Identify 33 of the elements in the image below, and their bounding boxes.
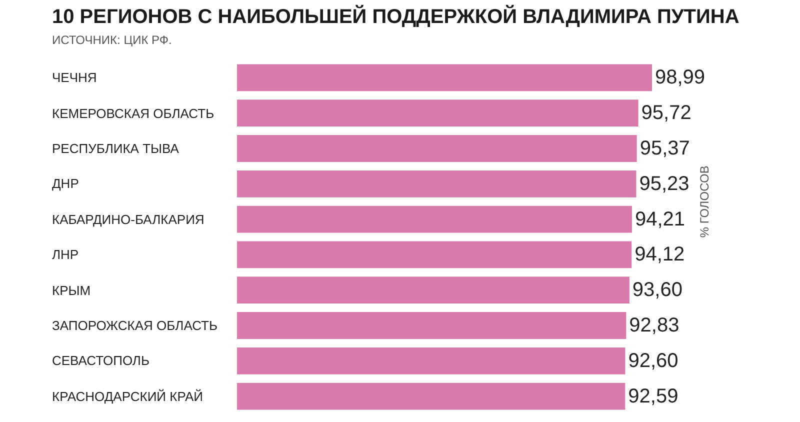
data-label: 93,60 — [632, 279, 682, 302]
data-label: 92,60 — [628, 350, 678, 372]
bar — [237, 135, 637, 162]
y-tick-label: КАБАРДИНО-БАЛКАРИЯ — [52, 212, 204, 227]
text: ИСТОЧНИК: ЦИК РФ. — [52, 33, 172, 47]
text: % ГОЛОСОВ — [697, 166, 712, 238]
y-tick-label: РЕСПУБЛИКА ТЫВА — [52, 141, 180, 156]
bar — [237, 206, 632, 233]
y-tick-label: ЧЕЧНЯ — [52, 70, 97, 85]
data-label: 92,83 — [629, 314, 680, 336]
data-label: 95,72 — [641, 102, 692, 124]
y-tick-label: СЕВАСТОПОЛЬ — [52, 353, 150, 368]
y-tick-label: КЕМЕРОВСКАЯ ОБЛАСТЬ — [52, 106, 214, 121]
data-label: 95,23 — [639, 172, 690, 195]
bar — [237, 100, 638, 127]
data-label: 94,21 — [634, 208, 686, 230]
bar — [237, 241, 632, 268]
y-tick-label: КРАСНОДАРСКИЙ КРАЙ — [52, 389, 204, 404]
bar — [237, 312, 626, 339]
data-label: 98,99 — [655, 66, 706, 89]
bar — [237, 276, 630, 304]
bar — [237, 64, 652, 92]
data-label: 92,59 — [628, 385, 678, 408]
data-label: 94,12 — [634, 244, 685, 266]
y-tick-label: КРЫМ — [52, 283, 91, 298]
y-tick-label: ЛНР — [52, 247, 79, 262]
bar — [237, 382, 626, 410]
y-tick-label: ДНР — [52, 176, 79, 191]
chart-title: 10 РЕГИОНОВ С НАИБОЛЬШЕЙ ПОДДЕРЖКОЙ ВЛАДИМИРА ПУТИНА — [52, 4, 740, 28]
y-tick-label: ЗАПОРОЖСКАЯ ОБЛАСТЬ — [52, 318, 218, 333]
bar — [237, 170, 636, 198]
data-label: 95,37 — [640, 138, 690, 160]
bar — [237, 347, 626, 374]
